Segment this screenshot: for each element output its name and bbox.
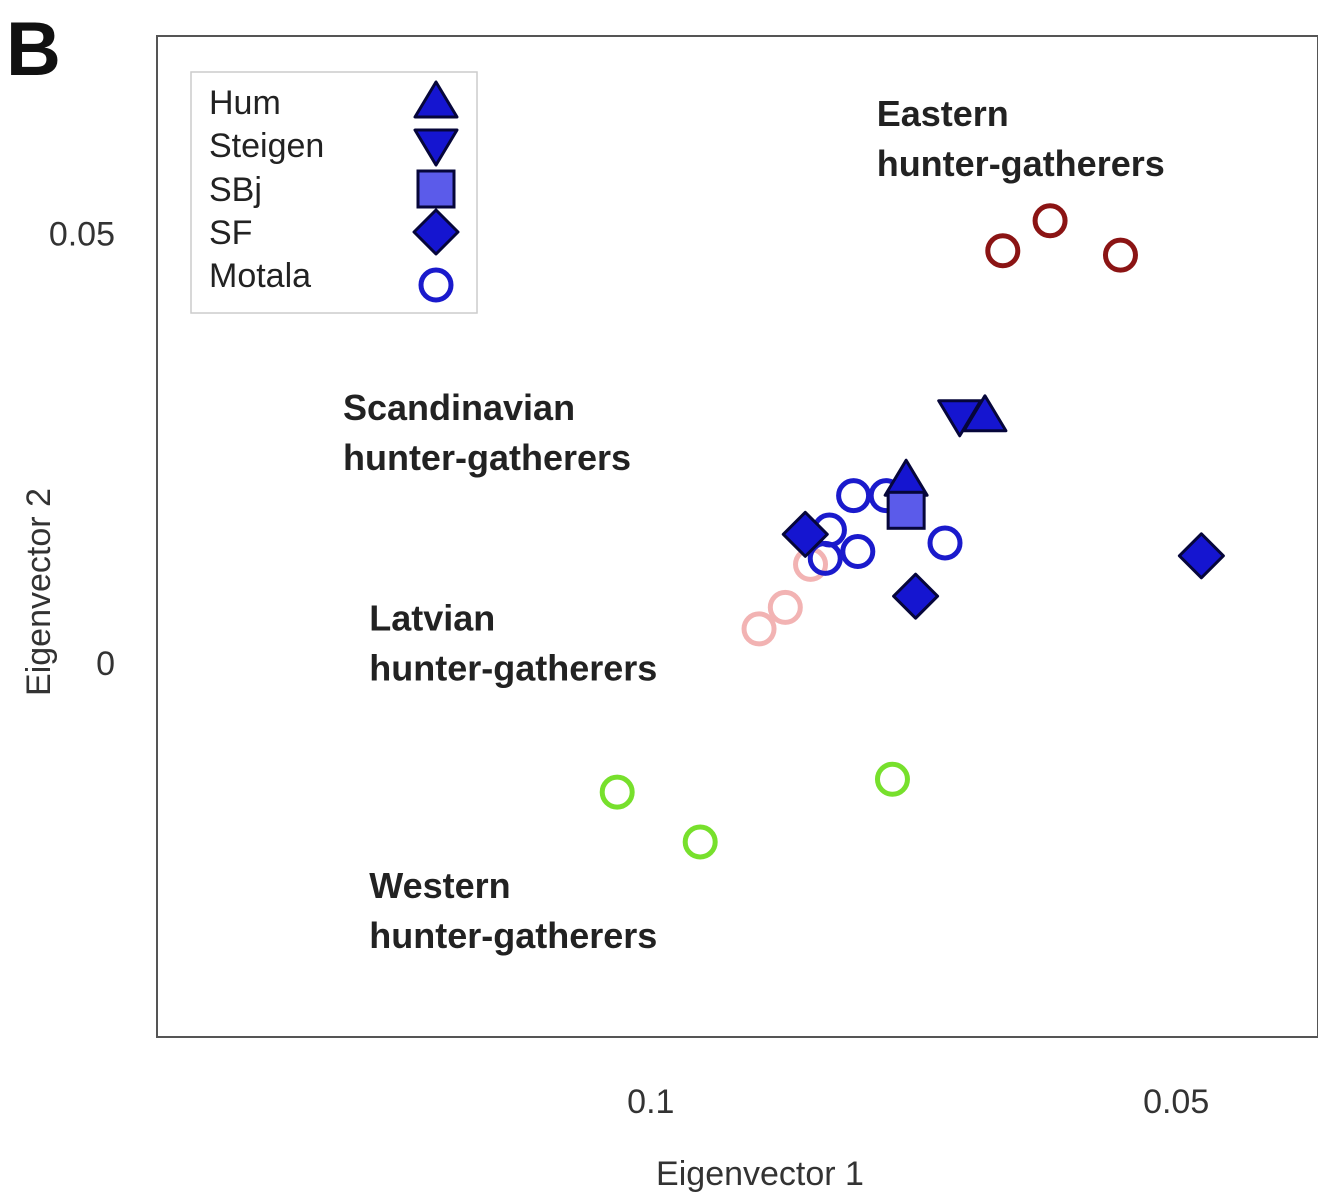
annotation-2-line-0: Latvian: [369, 598, 495, 639]
y-axis-ticks: 0.05 0: [49, 216, 115, 684]
x-tick-label-0: 0.1: [627, 1083, 674, 1121]
latvian-point-1: [767, 589, 803, 625]
annotation-2-line-1: hunter-gatherers: [369, 648, 657, 689]
series-eastern: [985, 203, 1138, 273]
series-sf: [781, 510, 1225, 620]
annotation-2: Latvian hunter-gatherers: [369, 598, 657, 689]
annotation-3-line-1: hunter-gatherers: [369, 915, 657, 956]
legend-marker-hum: [413, 80, 459, 119]
western-point-0: [599, 774, 635, 810]
legend-label-sf: SF: [209, 214, 252, 252]
annotation-0: Eastern hunter-gatherers: [877, 93, 1165, 184]
series-latvian: [741, 546, 829, 647]
sf-point-0: [781, 510, 829, 558]
annotation-1: Scandinavian hunter-gatherers: [343, 387, 631, 478]
legend-label-steigen: Steigen: [209, 127, 324, 165]
series-sbj: [886, 490, 926, 530]
eastern-point-2: [1102, 237, 1138, 273]
motala-point-0: [836, 478, 872, 514]
x-axis-ticks: 0.1 0.05: [627, 1083, 1209, 1121]
y-tick-label-0: 0.05: [49, 216, 115, 254]
x-axis-title: Eigenvector 1: [656, 1155, 864, 1193]
series-steigen: [937, 399, 983, 438]
steigen-point-0: [937, 399, 983, 438]
annotation-1-line-1: hunter-gatherers: [343, 437, 631, 478]
x-tick-label-1: 0.05: [1143, 1083, 1209, 1121]
eastern-point-1: [1032, 203, 1068, 239]
annotation-0-line-0: Eastern: [877, 93, 1009, 134]
western-point-2: [874, 761, 910, 797]
legend-marker-motala: [418, 267, 454, 303]
legend-marker-steigen: [413, 128, 459, 167]
y-tick-label-1: 0: [96, 645, 115, 683]
motala-point-5: [927, 525, 963, 561]
series-western: [599, 761, 910, 860]
sf-point-1: [892, 572, 940, 620]
annotation-3: Western hunter-gatherers: [369, 865, 657, 956]
sf-point-2: [1177, 532, 1225, 580]
annotation-1-line-0: Scandinavian: [343, 387, 575, 428]
legend-marker-sbj: [416, 169, 456, 209]
annotation-3-line-0: Western: [369, 865, 510, 906]
data-points: [599, 203, 1225, 860]
motala-point-3: [807, 540, 843, 576]
latvian-point-2: [741, 611, 777, 647]
annotation-0-line-1: hunter-gatherers: [877, 143, 1165, 184]
panel-label: B: [6, 7, 61, 92]
motala-point-4: [840, 534, 876, 570]
sbj-point-0: [886, 490, 926, 530]
legend-label-motala: Motala: [209, 257, 311, 295]
group-annotations: Eastern hunter-gatherers Scandinavian hunte…: [343, 93, 1165, 956]
legend-marker-sf: [412, 208, 460, 256]
western-point-1: [682, 824, 718, 860]
y-axis-title: Eigenvector 2: [20, 488, 58, 696]
legend-label-hum: Hum: [209, 84, 281, 122]
eastern-point-0: [985, 233, 1021, 269]
legend: Hum Steigen SBj SF Motala: [190, 71, 478, 314]
legend-label-sbj: SBj: [209, 171, 262, 209]
